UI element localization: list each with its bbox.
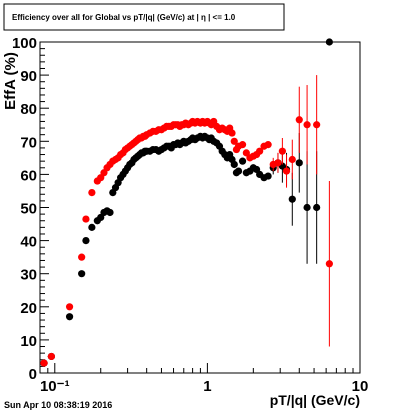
data-point xyxy=(278,147,286,155)
data-point xyxy=(88,189,96,197)
x-tick-label: 1 xyxy=(203,378,211,395)
y-tick-label: 60 xyxy=(20,167,37,184)
x-axis: 10⁻¹ 1 10 xyxy=(39,363,369,395)
data-point xyxy=(65,313,74,321)
y-tick-label: 80 xyxy=(20,101,37,118)
plot-frame xyxy=(39,41,361,374)
y-tick-label: 70 xyxy=(20,134,37,151)
data-point xyxy=(88,223,96,231)
data-point xyxy=(230,137,238,145)
y-tick-label: 0 xyxy=(29,366,37,383)
y-tick-label: 20 xyxy=(20,300,37,317)
data-point xyxy=(313,121,321,129)
data-point xyxy=(242,149,250,157)
data-point xyxy=(282,167,291,175)
data-point xyxy=(325,38,333,46)
data-point xyxy=(65,303,74,311)
data-point xyxy=(238,157,247,165)
y-tick-label: 100 xyxy=(12,35,37,52)
data-point xyxy=(230,160,238,169)
data-point xyxy=(325,260,333,268)
series-black xyxy=(40,38,333,367)
x-axis-label: pT/|q| (GeV/c) xyxy=(270,392,360,408)
data-point xyxy=(295,159,303,167)
title-frame xyxy=(3,3,285,31)
data-point xyxy=(303,121,311,129)
timestamp: Sun Apr 10 08:38:19 2016 xyxy=(4,400,112,410)
data-point xyxy=(313,203,321,212)
series-red xyxy=(40,75,333,367)
title-box: Efficiency over all for Global vs pT/|q|… xyxy=(3,3,285,31)
data-point xyxy=(288,195,296,203)
data-point xyxy=(264,141,272,149)
data-point xyxy=(82,215,90,223)
chart-title: Efficiency over all for Global vs pT/|q|… xyxy=(12,13,236,22)
data-point xyxy=(238,141,247,149)
data-point xyxy=(264,172,272,180)
y-axis-label: EffA (%) xyxy=(2,52,19,110)
data-point xyxy=(78,270,86,278)
y-tick-label: 40 xyxy=(20,234,37,251)
data-point xyxy=(47,352,55,361)
data-point xyxy=(295,116,303,124)
x-tick-label: 10 xyxy=(352,378,369,395)
y-tick-label: 50 xyxy=(20,201,37,218)
data-point xyxy=(303,203,311,212)
data-point xyxy=(234,167,243,175)
data-point xyxy=(228,129,236,137)
data-series xyxy=(40,38,333,367)
y-tick-label: 90 xyxy=(20,68,37,85)
data-point xyxy=(40,359,48,367)
data-point xyxy=(274,159,282,167)
y-tick-label: 10 xyxy=(20,333,37,350)
data-point xyxy=(288,155,296,164)
y-tick-label: 30 xyxy=(20,267,37,284)
data-point xyxy=(106,208,114,217)
y-axis: 0 10 20 30 40 50 60 70 80 90 100 xyxy=(12,35,49,383)
data-point xyxy=(256,147,264,155)
x-tick-label: 10⁻¹ xyxy=(40,378,70,395)
data-point xyxy=(82,237,90,245)
data-point xyxy=(78,253,86,261)
